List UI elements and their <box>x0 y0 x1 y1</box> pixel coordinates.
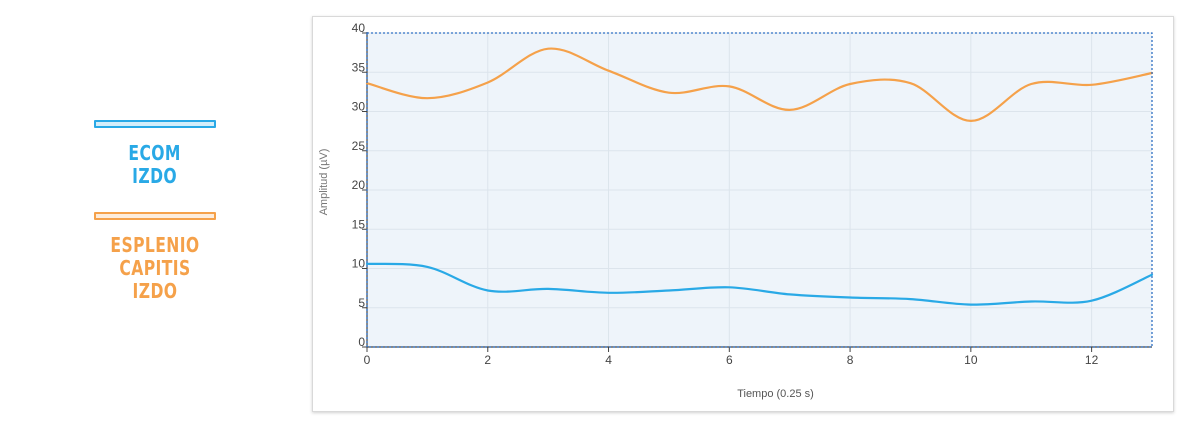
y-tick-label-40: 40 <box>352 21 366 35</box>
x-tick-label-2: 2 <box>484 353 491 367</box>
x-tick-label-4: 4 <box>605 353 612 367</box>
legend: ECOM IZDO ESPLENIO CAPITIS IZDO <box>60 120 250 303</box>
y-tick-label-25: 25 <box>352 139 366 153</box>
chart-card: 0 5 10 15 20 25 30 35 40 0 2 4 6 8 10 12 Tiempo (0.25 s)… <box>312 16 1174 412</box>
legend-label-ecom: ECOM IZDO <box>129 142 181 188</box>
line-chart: 0 5 10 15 20 25 30 35 40 0 2 4 6 8 10 12 Tiempo (0.25 s)… <box>318 21 1154 400</box>
y-tick-label-10: 10 <box>352 257 366 271</box>
x-tick-label-8: 8 <box>847 353 854 367</box>
y-tick-label-5: 5 <box>358 296 365 310</box>
legend-swatch-ecom <box>94 120 216 128</box>
x-tick-label-6: 6 <box>726 353 733 367</box>
y-tick-label-15: 15 <box>352 217 366 231</box>
series-line-1 <box>365 262 1154 306</box>
x-axis-title: Tiempo (0.25 s) <box>737 388 814 400</box>
x-tick-label-10: 10 <box>964 353 978 367</box>
x-tick-label-12: 12 <box>1085 353 1099 367</box>
legend-label-ecom-line1: ECOM <box>128 141 182 165</box>
legend-item-ecom: ECOM IZDO <box>94 120 216 188</box>
y-tick-label-35: 35 <box>352 60 366 74</box>
plot-selection-border <box>366 32 1153 348</box>
y-tick-label-30: 30 <box>352 100 366 114</box>
y-tick-label-20: 20 <box>352 178 366 192</box>
legend-swatch-esplenio <box>94 212 216 220</box>
x-tick-label-0: 0 <box>364 353 371 367</box>
legend-label-ecom-line2: IZDO <box>132 164 178 188</box>
series-line-0 <box>365 47 1154 123</box>
y-tick-label-0: 0 <box>358 335 365 349</box>
legend-label-esplenio-line1: ESPLENIO CAPITIS <box>110 233 200 280</box>
legend-label-esplenio-line2: IZDO <box>132 279 178 303</box>
legend-label-esplenio: ESPLENIO CAPITIS IZDO <box>81 234 229 303</box>
y-axis-title: Amplitud (µV) <box>318 149 330 216</box>
legend-item-esplenio: ESPLENIO CAPITIS IZDO <box>60 212 250 303</box>
